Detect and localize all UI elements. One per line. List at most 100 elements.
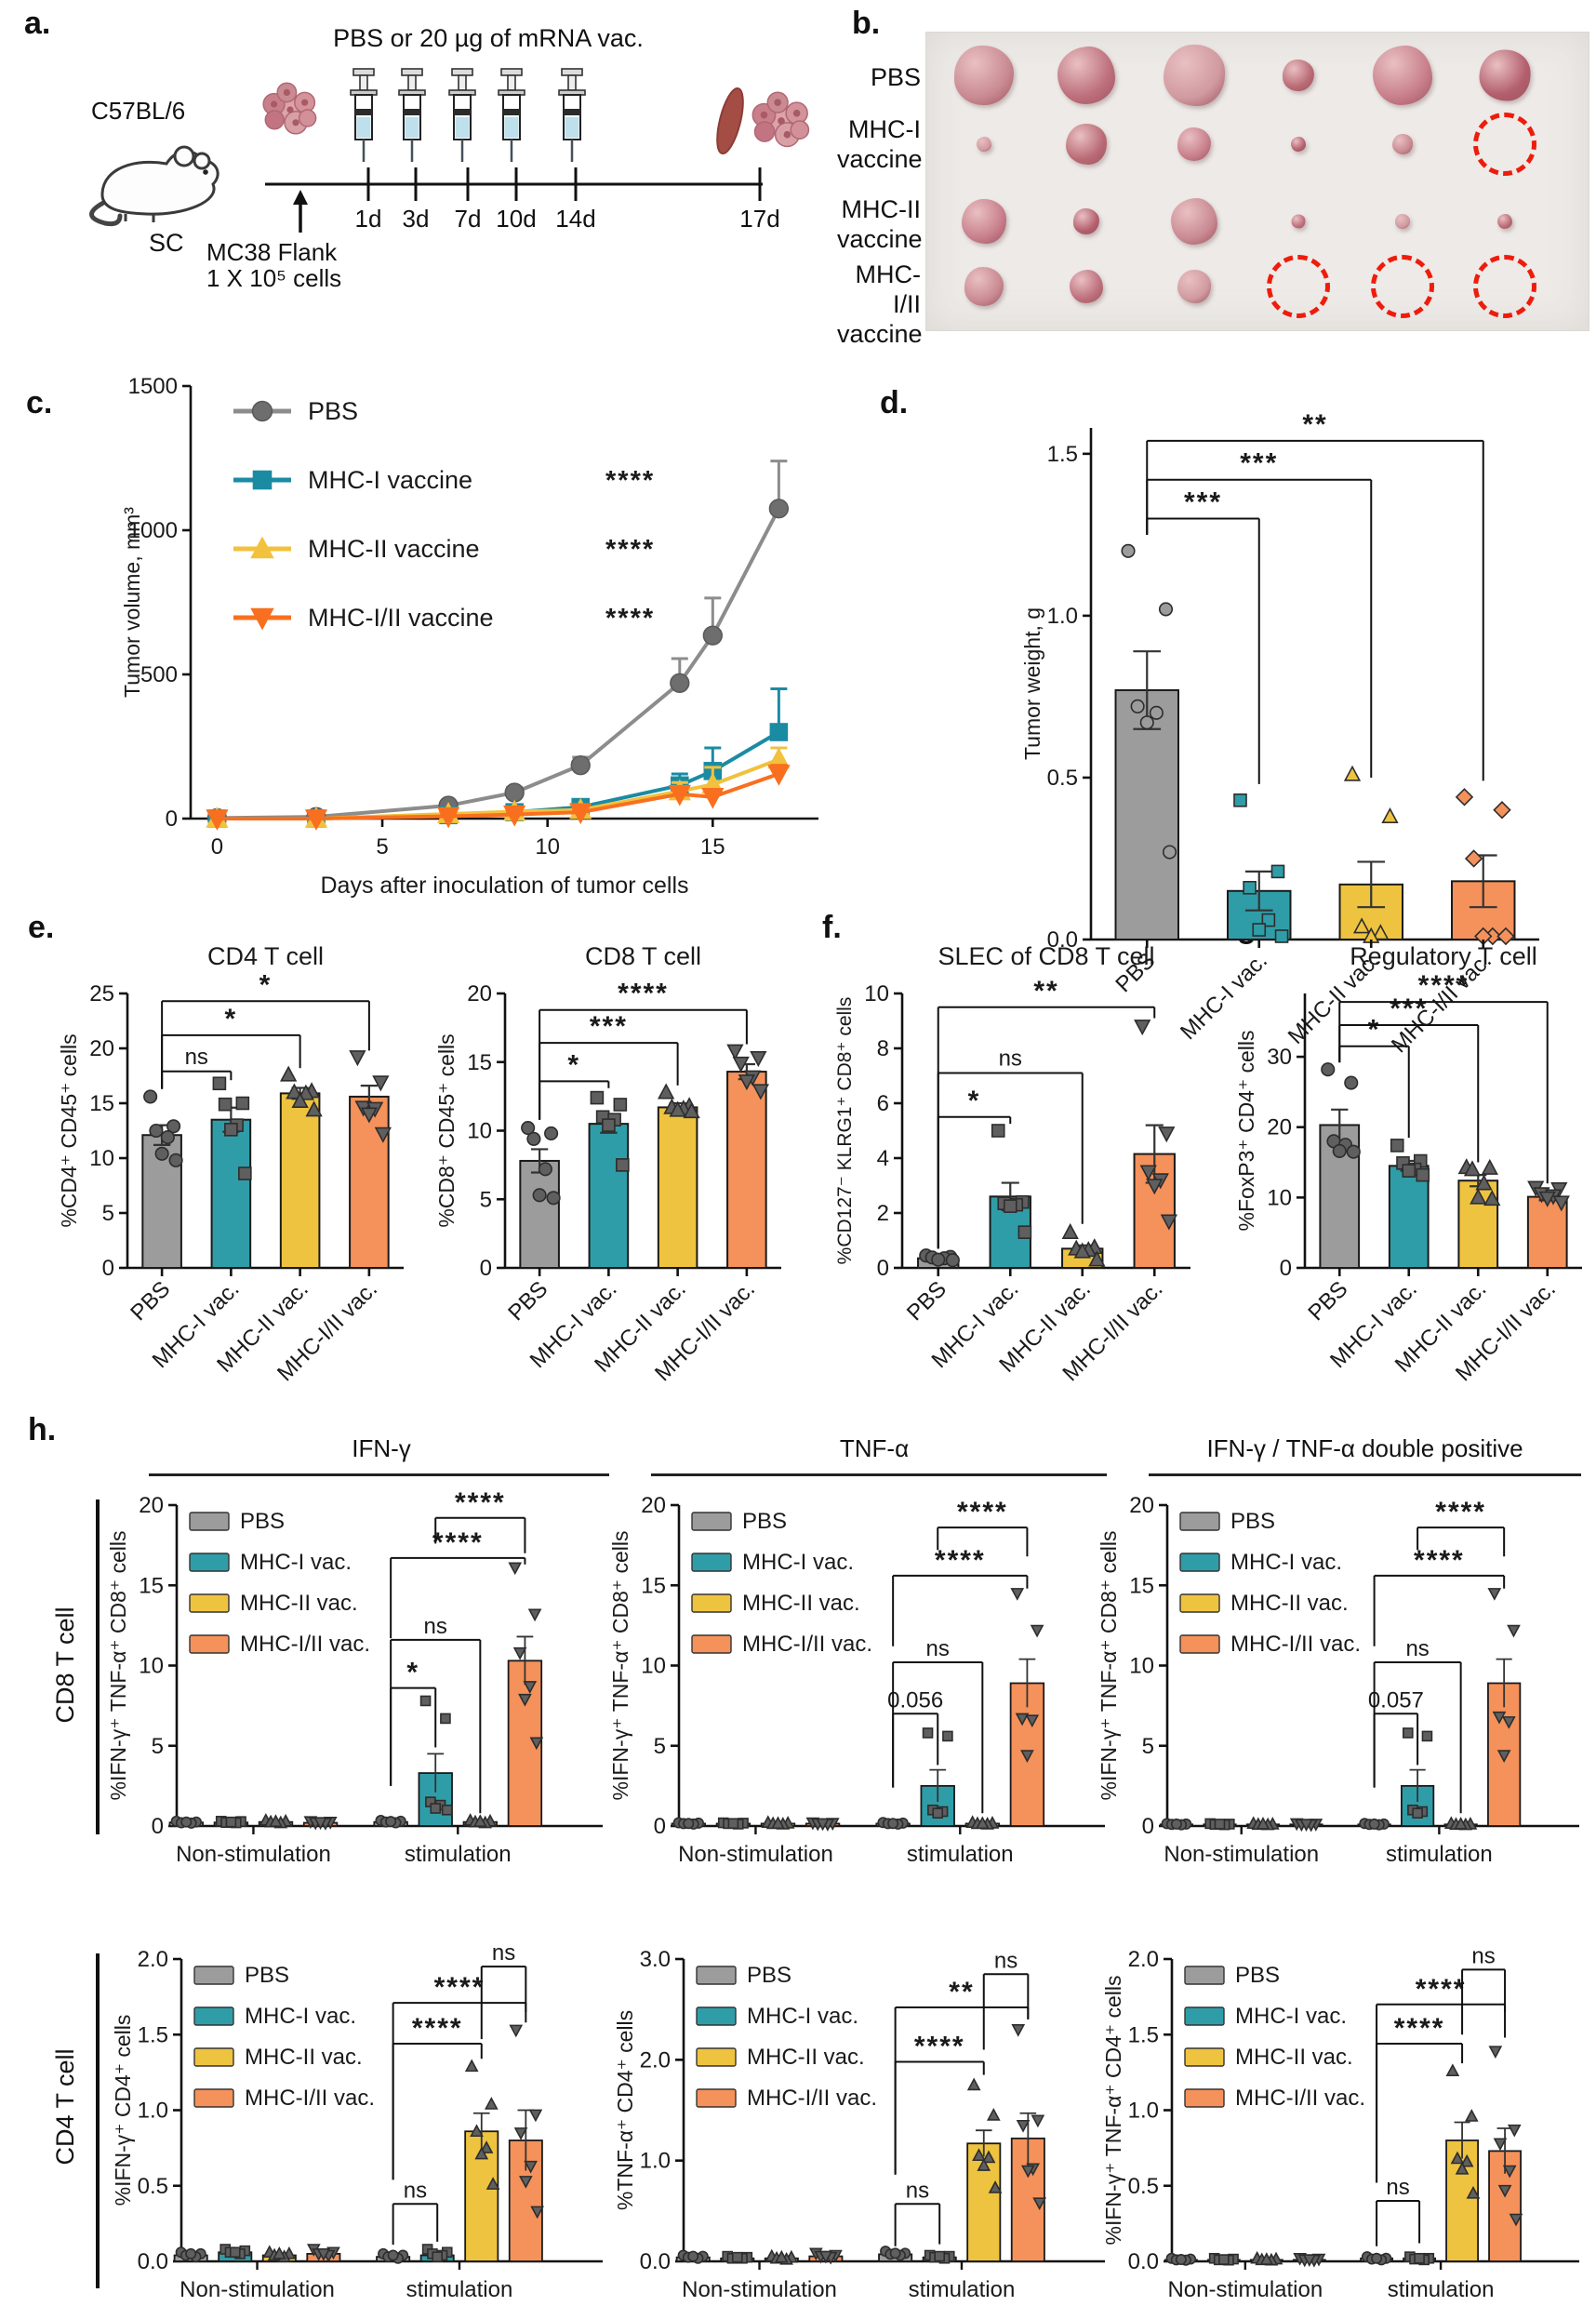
tumor-cells-icon bbox=[262, 82, 317, 135]
svg-text:Tumor weight, g: Tumor weight, g bbox=[1020, 607, 1044, 760]
svg-text:30: 30 bbox=[1267, 1045, 1292, 1070]
svg-text:*: * bbox=[259, 969, 273, 1000]
svg-text:0.5: 0.5 bbox=[1128, 2174, 1159, 2199]
svg-text:MHC-I vaccine: MHC-I vaccine bbox=[308, 466, 472, 494]
svg-text:MHC-II vac.: MHC-II vac. bbox=[742, 1591, 860, 1616]
svg-text:1.5: 1.5 bbox=[1047, 442, 1078, 467]
h-col-underline-1 bbox=[149, 1473, 609, 1476]
h-row-title-cd4: CD4 T cell bbox=[51, 2048, 79, 2166]
svg-text:MHC-I vac.: MHC-I vac. bbox=[1235, 2004, 1347, 2029]
svg-text:**: ** bbox=[949, 1977, 974, 2007]
bar-PBS bbox=[519, 1159, 560, 1269]
timeline-tick-label: 17d bbox=[739, 205, 780, 233]
svg-text:0: 0 bbox=[480, 1256, 492, 1281]
svg-text:1000: 1000 bbox=[128, 518, 178, 543]
svg-text:3.0: 3.0 bbox=[640, 1947, 671, 1972]
svg-text:%IFN-γ⁺ CD4⁺ cells: %IFN-γ⁺ CD4⁺ cells bbox=[111, 2015, 135, 2206]
svg-text:****: **** bbox=[455, 1487, 506, 1518]
svg-text:15: 15 bbox=[641, 1573, 666, 1598]
svg-text:0.0: 0.0 bbox=[1047, 927, 1078, 953]
injection-route-label: SC bbox=[149, 229, 184, 257]
svg-text:MHC-II vac.: MHC-II vac. bbox=[245, 2045, 363, 2070]
tumor-specimen bbox=[977, 137, 991, 152]
photo-row-label-pbs: PBS bbox=[870, 63, 921, 91]
cd4-tnfa-grouped-bar-chart: 0.0 1.0 2.0 3.0 %TNF-α⁺ CD4⁺ cells Non-stimul… bbox=[613, 1947, 1105, 2302]
tumor-specimen bbox=[1283, 60, 1314, 91]
svg-text:stimulation: stimulation bbox=[1388, 2277, 1495, 2302]
svg-text:%IFN-γ⁺ TNF-α⁺ CD8⁺ cells: %IFN-γ⁺ TNF-α⁺ CD8⁺ cells bbox=[608, 1531, 632, 1801]
cd8-tnfa-grouped-bar-chart: 0 5 10 15 20 %IFN-γ⁺ TNF-α⁺ CD8⁺ cells Non-sti… bbox=[608, 1493, 1105, 1867]
svg-text:PBS: PBS bbox=[742, 1509, 787, 1534]
svg-text:10: 10 bbox=[1267, 1185, 1292, 1210]
svg-text:%CD8⁺ CD45⁺ cells: %CD8⁺ CD45⁺ cells bbox=[434, 1033, 459, 1227]
svg-text:4: 4 bbox=[877, 1146, 889, 1171]
svg-text:*: * bbox=[406, 1658, 419, 1688]
svg-text:%IFN-γ⁺ TNF-α⁺ CD4⁺ cells: %IFN-γ⁺ TNF-α⁺ CD4⁺ cells bbox=[1101, 1976, 1125, 2246]
svg-text:0: 0 bbox=[166, 806, 178, 832]
svg-text:15: 15 bbox=[139, 1573, 164, 1598]
tumor-specimen bbox=[1070, 270, 1103, 303]
h-row-rule-cd4 bbox=[96, 1953, 100, 2288]
svg-text:500: 500 bbox=[140, 662, 178, 687]
svg-text:ns: ns bbox=[404, 2178, 427, 2203]
svg-text:%TNF-α⁺ CD4⁺ cells: %TNF-α⁺ CD4⁺ cells bbox=[613, 2010, 637, 2210]
svg-text:ns: ns bbox=[1386, 2175, 1409, 2200]
svg-text:SLEC of CD8 T cell: SLEC of CD8 T cell bbox=[938, 942, 1154, 970]
svg-text:MHC-II vaccine: MHC-II vaccine bbox=[308, 535, 480, 563]
svg-text:10: 10 bbox=[89, 1146, 114, 1171]
rejected-tumor-circle bbox=[1473, 255, 1536, 318]
svg-text:20: 20 bbox=[139, 1493, 164, 1518]
svg-text:MHC-I/II vac.: MHC-I/II vac. bbox=[747, 2086, 877, 2111]
tumor-specimen bbox=[1177, 270, 1211, 303]
tumor-volume-line-chart: 0 500 1000 1500 Tumor volume, mm³ 0 5 10 15 Days … bbox=[120, 374, 818, 899]
svg-text:ns: ns bbox=[492, 1940, 515, 1966]
cd4-tcell-bar-chart: 0 5 10 15 20 25 %CD4⁺ CD45⁺ cells CD4 T cell PBS… bbox=[57, 942, 404, 1386]
svg-text:****: **** bbox=[957, 1497, 1008, 1527]
svg-text:MHC-I/II vac.: MHC-I/II vac. bbox=[240, 1632, 370, 1657]
svg-text:MHC-I/II vac.: MHC-I/II vac. bbox=[1235, 2086, 1365, 2111]
svg-text:PBS: PBS bbox=[240, 1509, 285, 1534]
svg-text:**: ** bbox=[1033, 976, 1058, 1006]
slec-cd8-bar-chart: 0 2 4 6 8 10 %CD127⁻ KLRG1⁺ CD8⁺ cells SLEC of … bbox=[834, 942, 1190, 1386]
syringe-icon bbox=[398, 68, 426, 162]
svg-text:PBS: PBS bbox=[1303, 1276, 1352, 1326]
svg-text:***: *** bbox=[1390, 993, 1428, 1024]
svg-text:0.056: 0.056 bbox=[887, 1687, 943, 1713]
tumor-photo-panel: PBS MHC-I vaccine MHC-II vaccine MHC-I/II v… bbox=[837, 17, 1592, 348]
svg-text:0.0: 0.0 bbox=[1128, 2249, 1159, 2274]
svg-text:20: 20 bbox=[1267, 1115, 1292, 1140]
svg-text:0: 0 bbox=[102, 1256, 114, 1281]
svg-text:10: 10 bbox=[864, 981, 889, 1006]
svg-text:MHC-II vac.: MHC-II vac. bbox=[1235, 2045, 1353, 2070]
svg-text:****: **** bbox=[434, 1972, 485, 2003]
svg-text:ns: ns bbox=[1405, 1636, 1429, 1661]
svg-text:10: 10 bbox=[535, 834, 560, 860]
bar-MHC-II vac. bbox=[657, 1106, 698, 1269]
svg-text:20: 20 bbox=[467, 981, 492, 1006]
svg-text:****: **** bbox=[605, 604, 655, 633]
mouse-strain-label: C57BL/6 bbox=[91, 97, 186, 125]
tumor-specimen bbox=[1395, 214, 1410, 229]
cd8-ifng-grouped-bar-chart: 0 5 10 15 20 %IFN-γ⁺ TNF-α⁺ CD8⁺ cells Non-sti… bbox=[106, 1487, 603, 1867]
svg-text:*: * bbox=[968, 1086, 981, 1116]
svg-text:10: 10 bbox=[1129, 1654, 1154, 1679]
timeline-tick-label: 10d bbox=[496, 205, 537, 233]
inoculation-label-line1: MC38 Flank bbox=[206, 238, 338, 266]
syringe-icon bbox=[448, 68, 476, 162]
tumor-specimen bbox=[1373, 46, 1432, 105]
svg-text:stimulation: stimulation bbox=[405, 1842, 512, 1867]
svg-text:15: 15 bbox=[700, 834, 725, 860]
mouse-icon bbox=[89, 145, 219, 227]
svg-text:PBS: PBS bbox=[902, 1276, 951, 1326]
svg-text:***: *** bbox=[1184, 487, 1222, 517]
svg-text:%IFN-γ⁺ TNF-α⁺ CD8⁺ cells: %IFN-γ⁺ TNF-α⁺ CD8⁺ cells bbox=[1097, 1531, 1121, 1801]
panel-a-letter: a. bbox=[24, 6, 51, 41]
bar-MHC-I vac. bbox=[210, 1118, 252, 1269]
timeline-tick-label: 14d bbox=[555, 205, 596, 233]
bar-MHC-I vac. bbox=[588, 1123, 630, 1269]
svg-text:0: 0 bbox=[877, 1256, 889, 1281]
svg-text:1.0: 1.0 bbox=[1047, 604, 1078, 629]
experiment-schematic: PBS or 20 µg of mRNA vac. C57BL/6 SC MC3… bbox=[37, 17, 810, 296]
svg-text:stimulation: stimulation bbox=[907, 1842, 1014, 1867]
cd4-double-positive-grouped-bar-chart: 0.0 0.5 1.0 1.5 2.0%IFN-γ⁺ TNF-α⁺ CD4⁺ cells… bbox=[1101, 1943, 1579, 2302]
